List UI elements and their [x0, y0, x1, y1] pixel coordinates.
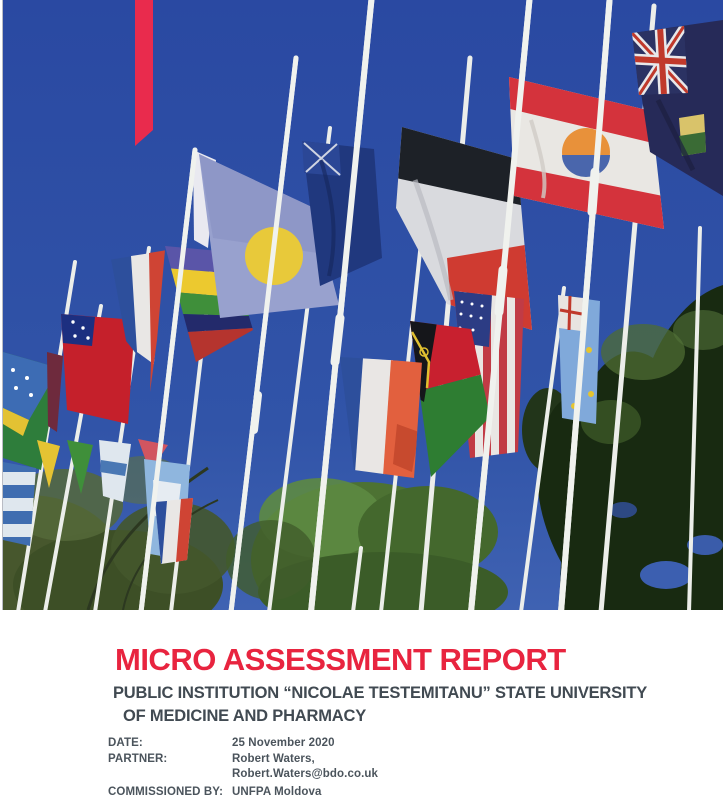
meta-value-partner: Robert Waters, Robert.Waters@bdo.co.uk [232, 752, 378, 783]
meta-value-commissioned-by: UNFPA Moldova [232, 785, 322, 798]
report-subtitle: PUBLIC INSTITUTION “NICOLAE TESTEMITANU”… [113, 682, 647, 728]
flag-samoa [61, 314, 135, 424]
cover-text-block: MICRO ASSESSMENT REPORT PUBLIC INSTITUTI… [0, 610, 723, 800]
accent-ribbon [135, 0, 153, 146]
flag-solomon-islands [3, 352, 59, 470]
trees-center [226, 478, 508, 610]
meta-row-partner: PARTNER: Robert Waters, Robert.Waters@bd… [108, 752, 378, 783]
flag-palau [193, 150, 339, 318]
subtitle-line-1: PUBLIC INSTITUTION “NICOLAE TESTEMITANU”… [113, 684, 648, 702]
meta-row-date: DATE: 25 November 2020 [108, 736, 378, 752]
flag-vanuatu [410, 321, 490, 477]
page-left-border [2, 0, 3, 610]
meta-label-commissioned-by: COMMISSIONED BY: [108, 785, 224, 798]
cover-photo [3, 0, 723, 610]
meta-value-date: 25 November 2020 [232, 737, 335, 749]
meta-label-date: DATE: [108, 737, 143, 749]
report-meta: DATE: 25 November 2020 PARTNER: Robert W… [108, 736, 378, 800]
meta-row-commissioned-by: COMMISSIONED BY: UNFPA Moldova [108, 785, 378, 800]
flag-navy-ensign [302, 141, 382, 286]
report-title: MICRO ASSESSMENT REPORT [115, 642, 566, 677]
flag-uk-blue-ensign [632, 20, 723, 196]
flagpoles-front [138, 0, 613, 610]
partner-email: Robert.Waters@bdo.co.uk [232, 768, 378, 780]
meta-label-partner: PARTNER: [108, 752, 168, 765]
subtitle-line-2: OF MEDICINE AND PHARMACY [123, 707, 367, 725]
flags-small-cluster [3, 439, 193, 564]
flag-maroon-sliver [47, 352, 63, 432]
trees-right [522, 285, 723, 610]
partner-name: Robert Waters, [232, 752, 315, 765]
